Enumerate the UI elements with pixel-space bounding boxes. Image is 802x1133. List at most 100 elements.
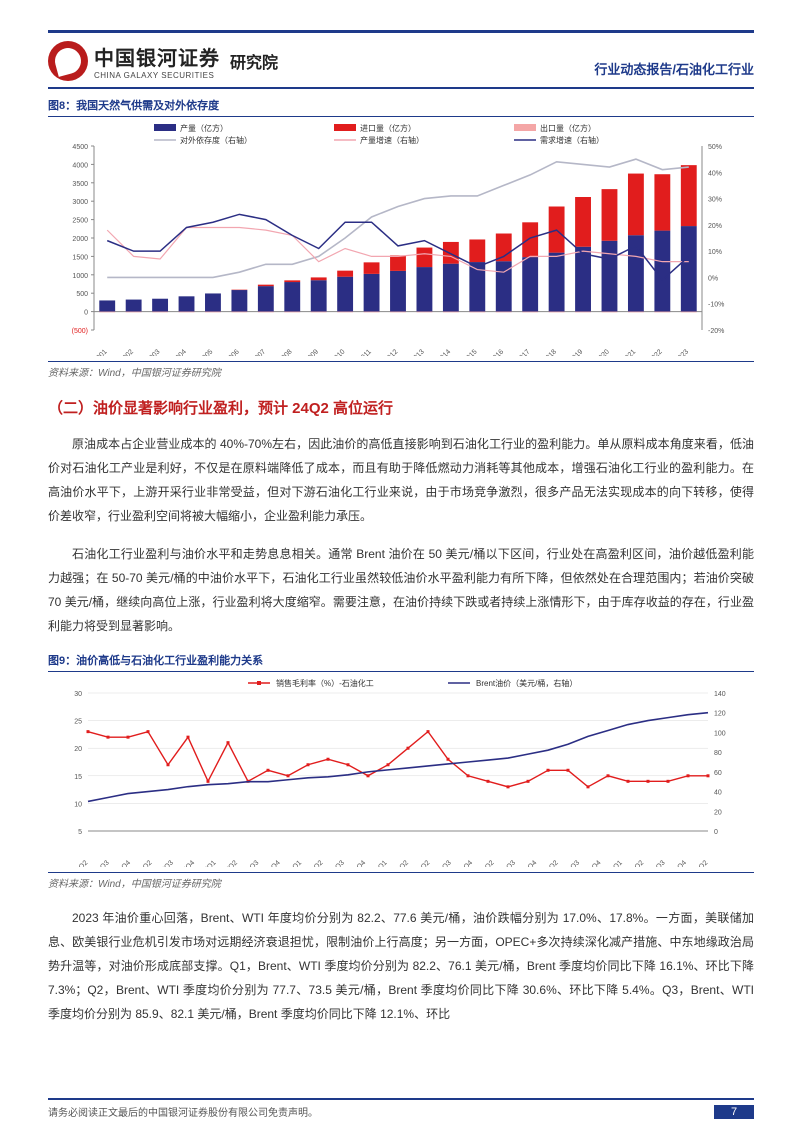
svg-text:40%: 40% (708, 170, 722, 177)
svg-text:0: 0 (84, 310, 88, 317)
svg-text:20: 20 (74, 746, 82, 753)
svg-text:2012Q2: 2012Q2 (537, 859, 560, 867)
top-border (48, 30, 754, 33)
svg-text:2010Q3: 2010Q3 (494, 859, 517, 867)
svg-text:2017Q1: 2017Q1 (195, 859, 218, 867)
svg-text:2020Q2: 2020Q2 (388, 859, 411, 867)
svg-text:(500): (500) (72, 328, 88, 335)
svg-text:产量（亿方）: 产量（亿方） (180, 123, 228, 133)
svg-text:2019Q1: 2019Q1 (366, 859, 389, 867)
svg-text:2013Q4: 2013Q4 (580, 859, 603, 867)
svg-text:2011Q3: 2011Q3 (644, 859, 666, 867)
svg-text:30%: 30% (708, 197, 722, 204)
svg-text:2013Q1: 2013Q1 (601, 859, 624, 867)
svg-text:2014: 2014 (436, 348, 452, 356)
figure8-chart: (500)05001000150020002500300035004000450… (48, 116, 754, 362)
svg-text:2013Q2: 2013Q2 (623, 859, 646, 867)
svg-text:1000: 1000 (72, 273, 88, 280)
svg-text:2015Q3: 2015Q3 (152, 859, 175, 867)
svg-text:2024Q2: 2024Q2 (302, 859, 325, 867)
svg-text:5: 5 (78, 829, 82, 836)
svg-text:2016Q4: 2016Q4 (110, 859, 133, 867)
footer: 请务必阅读正文最后的中国银河证券股份有限公司免责声明。 7 (48, 1098, 754, 1119)
logo-block: 中国银河证券 CHINA GALAXY SECURITIES 研究院 (48, 41, 278, 81)
svg-text:2017Q2: 2017Q2 (216, 859, 239, 867)
header: 中国银河证券 CHINA GALAXY SECURITIES 研究院 行业动态报… (48, 41, 754, 81)
section2-p2: 石油化工行业盈利与油价水平和走势息息相关。通常 Brent 油价在 50 美元/… (48, 542, 754, 638)
svg-text:产量增速（右轴）: 产量增速（右轴） (360, 135, 424, 145)
disclaimer: 请务必阅读正文最后的中国银河证券股份有限公司免责声明。 (48, 1104, 318, 1119)
svg-text:对外依存度（右轴）: 对外依存度（右轴） (180, 135, 252, 145)
svg-text:-20%: -20% (708, 328, 724, 335)
svg-text:0: 0 (714, 829, 718, 836)
svg-text:2018Q4: 2018Q4 (259, 859, 282, 867)
svg-text:2001: 2001 (93, 348, 109, 356)
svg-text:4500: 4500 (72, 144, 88, 151)
svg-text:80: 80 (714, 750, 722, 757)
svg-text:500: 500 (76, 291, 88, 298)
figure8-caption: 图8：我国天然气供需及对外依存度 (48, 97, 754, 113)
svg-text:需求增速（右轴）: 需求增速（右轴） (540, 135, 604, 145)
svg-text:1500: 1500 (72, 254, 88, 261)
section2-p1: 原油成本占企业营业成本的 40%-70%左右，因此油价的高低直接影响到石油化工行… (48, 432, 754, 528)
svg-text:-10%: -10% (708, 302, 724, 309)
svg-text:2016: 2016 (489, 348, 505, 356)
svg-text:2011Q4: 2011Q4 (666, 859, 688, 867)
svg-text:2010Q3: 2010Q3 (430, 859, 453, 867)
svg-text:2018Q1: 2018Q1 (281, 859, 304, 867)
svg-text:3000: 3000 (72, 199, 88, 206)
svg-text:进口量（亿方）: 进口量（亿方） (360, 123, 416, 133)
svg-text:2023Q4: 2023Q4 (452, 859, 475, 867)
svg-text:销售毛利率（%）-石油化工: 销售毛利率（%）-石油化工 (276, 678, 374, 688)
svg-text:2021Q2: 2021Q2 (473, 859, 496, 867)
svg-text:2011: 2011 (357, 348, 373, 356)
figure9-source: 资料来源：Wind，中国银河证券研究院 (48, 875, 754, 890)
svg-text:2023: 2023 (674, 348, 690, 356)
para3: 2023 年油价重心回落，Brent、WTI 年度均价分别为 82.2、77.6… (48, 906, 754, 1026)
svg-text:2021: 2021 (621, 348, 637, 356)
section2-title: （二）油价显著影响行业盈利，预计 24Q2 高位运行 (48, 397, 754, 418)
svg-text:15: 15 (74, 774, 82, 781)
svg-text:20: 20 (714, 809, 722, 816)
svg-text:2020Q2: 2020Q2 (67, 859, 90, 867)
svg-text:10%: 10% (708, 249, 722, 256)
svg-text:2500: 2500 (72, 218, 88, 225)
svg-text:Brent油价（美元/桶，右轴）: Brent油价（美元/桶，右轴） (476, 678, 577, 688)
svg-text:60: 60 (714, 770, 722, 777)
svg-text:2015: 2015 (463, 348, 479, 356)
brand-cn: 中国银河证券 (94, 42, 220, 71)
svg-text:2022: 2022 (648, 348, 664, 356)
svg-text:2020: 2020 (595, 348, 611, 356)
svg-text:2019Q4: 2019Q4 (345, 859, 368, 867)
svg-text:2013Q3: 2013Q3 (559, 859, 582, 867)
svg-text:2015Q4: 2015Q4 (174, 859, 197, 867)
department: 研究院 (230, 49, 278, 73)
figure9-caption: 图9：油价高低与石油化工行业盈利能力关系 (48, 652, 754, 668)
svg-text:2007: 2007 (251, 348, 267, 356)
figure8-source: 资料来源：Wind，中国银河证券研究院 (48, 364, 754, 379)
svg-text:2006: 2006 (225, 348, 241, 356)
svg-text:2008: 2008 (278, 348, 294, 356)
svg-text:2010Q2: 2010Q2 (409, 859, 432, 867)
header-divider (48, 87, 754, 89)
page-number: 7 (714, 1105, 754, 1119)
svg-text:出口量（亿方）: 出口量（亿方） (540, 123, 596, 133)
svg-text:10: 10 (74, 801, 82, 808)
svg-text:100: 100 (714, 730, 726, 737)
svg-text:2000: 2000 (72, 236, 88, 243)
logo-icon (48, 41, 88, 81)
svg-text:2005: 2005 (198, 348, 214, 356)
svg-text:2003: 2003 (146, 348, 162, 356)
svg-text:2020Q3: 2020Q3 (323, 859, 346, 867)
svg-text:2010: 2010 (331, 348, 347, 356)
svg-text:2016Q2: 2016Q2 (131, 859, 154, 867)
svg-text:20%: 20% (708, 223, 722, 230)
svg-text:2002: 2002 (119, 348, 135, 356)
svg-text:2017: 2017 (516, 348, 532, 356)
svg-text:2012: 2012 (383, 348, 399, 356)
svg-text:140: 140 (714, 691, 726, 698)
svg-text:40: 40 (714, 790, 722, 797)
svg-text:0%: 0% (708, 275, 718, 282)
svg-text:2018Q3: 2018Q3 (238, 859, 261, 867)
svg-text:4000: 4000 (72, 162, 88, 169)
